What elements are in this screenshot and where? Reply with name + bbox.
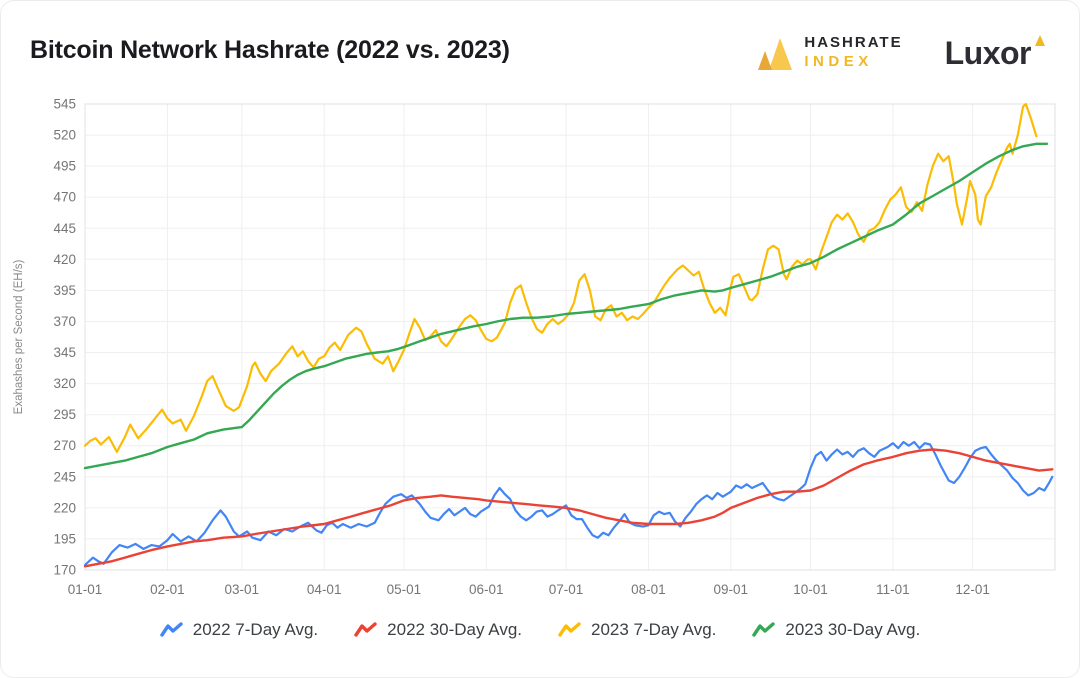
legend-label: 2023 30-Day Avg. [785,620,921,639]
luxor-logo: Luxor [944,35,1046,71]
legend-label: 2022 7-Day Avg. [192,620,319,639]
series-line-1 [83,448,1054,568]
y-tick-label: 395 [53,283,76,298]
x-tick-label: 02-01 [150,582,185,597]
x-tick-label: 11-01 [876,582,910,597]
y-tick-label: 370 [53,314,76,329]
y-tick-label: 270 [53,438,76,453]
luxor-triangle-icon [1035,35,1045,46]
y-axis-ticks: 170 195 220 245 270 295 320 345 370 395 420 445 470 4… [53,97,76,578]
brand-row: HASHRATE INDEX Luxor [756,34,1046,72]
legend-line-icon [160,622,183,637]
x-axis-ticks: 01-01 02-01 03-01 04-01 05-01 06-01 07-01 08-01… [68,582,990,597]
x-gridlines [166,104,974,570]
x-tick-label: 03-01 [225,582,260,597]
legend-line-icon [558,622,581,637]
logo-triangle-small [758,51,773,70]
x-tick-label: 10-01 [793,582,828,597]
series-line-2 [83,102,1038,453]
y-tick-label: 520 [53,128,76,143]
hashrate-index-logo: HASHRATE INDEX [756,34,902,72]
chart-legend: 2022 7-Day Avg. 2022 30-Day Avg. 2023 7-… [0,620,1080,640]
x-tick-label: 12-01 [955,582,990,597]
x-tick-label: 06-01 [469,582,504,597]
page-title: Bitcoin Network Hashrate (2022 vs. 2023) [30,36,510,64]
y-tick-label: 545 [53,97,76,112]
y-axis-title: Exahashes per Second (EH/s) [13,259,25,414]
logo-triangle-large [769,38,793,70]
legend-label: 2022 30-Day Avg. [387,620,522,639]
y-tick-label: 320 [53,376,76,391]
index-label: INDEX [804,53,873,70]
y-tick-label: 195 [53,531,76,546]
x-tick-label: 01-01 [68,582,103,597]
y-tick-label: 170 [53,563,76,578]
legend-item-2022-7day: 2022 7-Day Avg. [160,620,318,640]
hashrate-index-wordmark: HASHRATE INDEX [804,34,902,72]
x-tick-label: 05-01 [387,582,422,597]
series-line-0 [83,440,1054,567]
y-tick-label: 295 [53,407,76,422]
y-tick-label: 220 [53,500,76,515]
hashrate-index-logo-icon [758,38,793,70]
series-line-3 [83,142,1049,470]
legend-item-2022-30day: 2022 30-Day Avg. [354,620,522,640]
y-tick-label: 495 [53,159,76,174]
legend-item-2023-30day: 2023 30-Day Avg. [752,620,920,640]
y-tick-label: 420 [53,252,76,267]
legend-line-icon [354,622,377,637]
hashrate-chart-svg: 170 195 220 245 270 295 320 345 370 395 420 445 470 4… [13,97,1056,597]
y-tick-label: 345 [53,345,76,360]
x-tick-label: 07-01 [549,582,584,597]
y-tick-label: 445 [53,221,76,236]
y-tick-label: 245 [53,469,76,484]
plot-border [84,103,1056,571]
legend-label: 2023 7-Day Avg. [591,620,717,639]
hashrate-label: HASHRATE [804,34,903,52]
legend-item-2023-7day: 2023 7-Day Avg. [558,620,716,640]
legend-line-icon [752,622,776,637]
y-tick-label: 470 [53,190,76,205]
hashrate-chart: 170 195 220 245 270 295 320 345 370 395 420 445 470 4… [13,97,1056,597]
x-tick-label: 08-01 [631,582,666,597]
y-gridlines [85,103,1055,571]
luxor-wordmark: Luxor [944,35,1032,71]
x-tick-label: 09-01 [714,582,749,597]
x-tick-label: 04-01 [307,582,342,597]
